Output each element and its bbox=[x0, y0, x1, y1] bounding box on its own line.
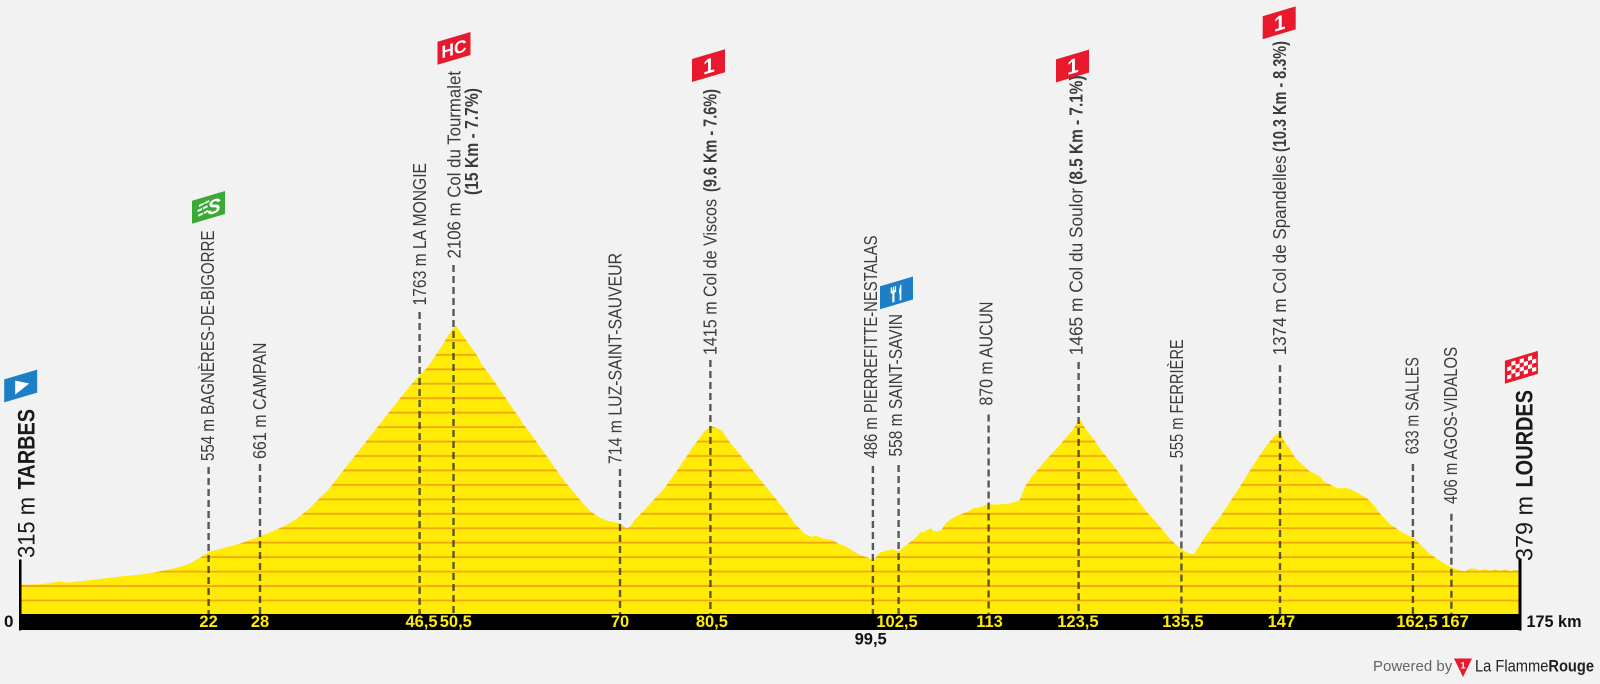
svg-text:0: 0 bbox=[4, 612, 13, 631]
svg-text:2106 m Col du Tourmalet: 2106 m Col du Tourmalet bbox=[445, 71, 465, 259]
svg-text:80,5: 80,5 bbox=[696, 613, 728, 631]
svg-text:175 km: 175 km bbox=[1527, 612, 1582, 631]
svg-text:714 m LUZ-SAINT-SAUVEUR: 714 m LUZ-SAINT-SAUVEUR bbox=[606, 253, 626, 464]
svg-text:(15 Km - 7.7%): (15 Km - 7.7%) bbox=[462, 88, 482, 195]
svg-text:379 m: 379 m bbox=[1511, 496, 1538, 561]
svg-text:162,5: 162,5 bbox=[1396, 613, 1437, 631]
svg-text:(8.5 Km - 7.1%): (8.5 Km - 7.1%) bbox=[1067, 75, 1087, 184]
svg-text:1: 1 bbox=[1460, 661, 1466, 672]
svg-text:1: 1 bbox=[703, 53, 715, 80]
svg-text:102,5: 102,5 bbox=[876, 613, 917, 631]
svg-text:70: 70 bbox=[611, 613, 629, 631]
svg-text:113: 113 bbox=[976, 613, 1003, 631]
svg-text:Powered by: Powered by bbox=[1373, 658, 1453, 675]
svg-text:554 m BAGNÈRES-DE-BIGORRE: 554 m BAGNÈRES-DE-BIGORRE bbox=[198, 231, 218, 462]
svg-text:1415 m Col de Viscos: 1415 m Col de Viscos bbox=[701, 199, 721, 355]
svg-text:315 m: 315 m bbox=[13, 497, 40, 558]
svg-text:1374 m Col de Spandelles: 1374 m Col de Spandelles bbox=[1270, 155, 1290, 355]
svg-text:123,5: 123,5 bbox=[1057, 613, 1098, 631]
svg-text:La FlammeRouge: La FlammeRouge bbox=[1475, 657, 1594, 676]
svg-text:28: 28 bbox=[251, 613, 269, 631]
svg-text:22: 22 bbox=[199, 613, 217, 631]
svg-text:406 m AGOS-VIDALOS: 406 m AGOS-VIDALOS bbox=[1441, 347, 1461, 504]
svg-text:661 m CAMPAN: 661 m CAMPAN bbox=[250, 343, 270, 460]
svg-text:S: S bbox=[207, 195, 221, 221]
svg-text:555 m FERRIÈRE: 555 m FERRIÈRE bbox=[1167, 339, 1187, 458]
svg-text:1: 1 bbox=[1067, 53, 1079, 80]
svg-text:486 m PIERREFITTE-NESTALAS: 486 m PIERREFITTE-NESTALAS bbox=[861, 236, 881, 459]
svg-text:1465 m Col du Soulor: 1465 m Col du Soulor bbox=[1067, 188, 1087, 355]
svg-text:167: 167 bbox=[1441, 613, 1469, 631]
svg-text:1763 m LA MONGIE: 1763 m LA MONGIE bbox=[410, 163, 430, 306]
svg-text:50,5: 50,5 bbox=[440, 613, 472, 631]
svg-text:135,5: 135,5 bbox=[1162, 613, 1203, 631]
svg-text:(10.3 Km - 8.3%): (10.3 Km - 8.3%) bbox=[1270, 41, 1290, 152]
svg-text:870 m AUCUN: 870 m AUCUN bbox=[977, 302, 997, 406]
svg-text:1: 1 bbox=[1274, 10, 1286, 37]
svg-text:LOURDES: LOURDES bbox=[1511, 390, 1538, 488]
svg-text:633 m SALLES: 633 m SALLES bbox=[1403, 357, 1423, 454]
svg-text:147: 147 bbox=[1268, 613, 1296, 631]
svg-text:99,5: 99,5 bbox=[855, 631, 887, 649]
svg-text:46,5: 46,5 bbox=[405, 613, 437, 631]
svg-text:558 m SAINT-SAVIN: 558 m SAINT-SAVIN bbox=[886, 314, 906, 457]
svg-text:TARBES: TARBES bbox=[13, 409, 40, 490]
svg-text:(9.6 Km - 7.6%): (9.6 Km - 7.6%) bbox=[701, 89, 721, 192]
